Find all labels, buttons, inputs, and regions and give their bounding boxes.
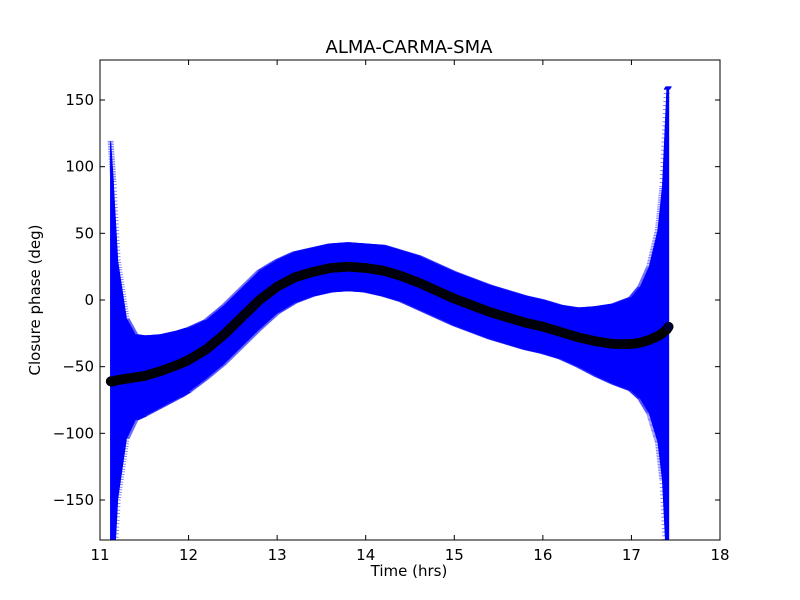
y-tick-label: 50 [75,224,94,242]
x-tick-label: 16 [533,546,552,564]
plot-area [105,86,674,540]
x-tick-label: 14 [356,546,375,564]
chart-title: ALMA-CARMA-SMA [326,37,494,58]
x-tick-label: 18 [710,546,729,564]
y-tick-label: −50 [62,358,94,376]
x-tick-label: 13 [268,546,287,564]
y-tick-label: −100 [53,424,94,442]
y-tick-label: 0 [84,291,94,309]
x-axis-label: Time (hrs) [370,562,448,580]
data-point [663,321,674,332]
y-axis-label: Closure phase (deg) [26,225,44,376]
x-tick-label: 11 [90,546,109,564]
y-tick-label: 100 [65,158,94,176]
axis-ticks: 11 12 13 14 15 16 17 18 −150 −100 −50 0 50 100 150 [53,60,730,564]
y-tick-label: 150 [65,91,94,109]
x-tick-label: 15 [445,546,464,564]
y-tick-label: −150 [53,491,94,509]
x-tick-label: 12 [179,546,198,564]
x-tick-label: 17 [622,546,641,564]
